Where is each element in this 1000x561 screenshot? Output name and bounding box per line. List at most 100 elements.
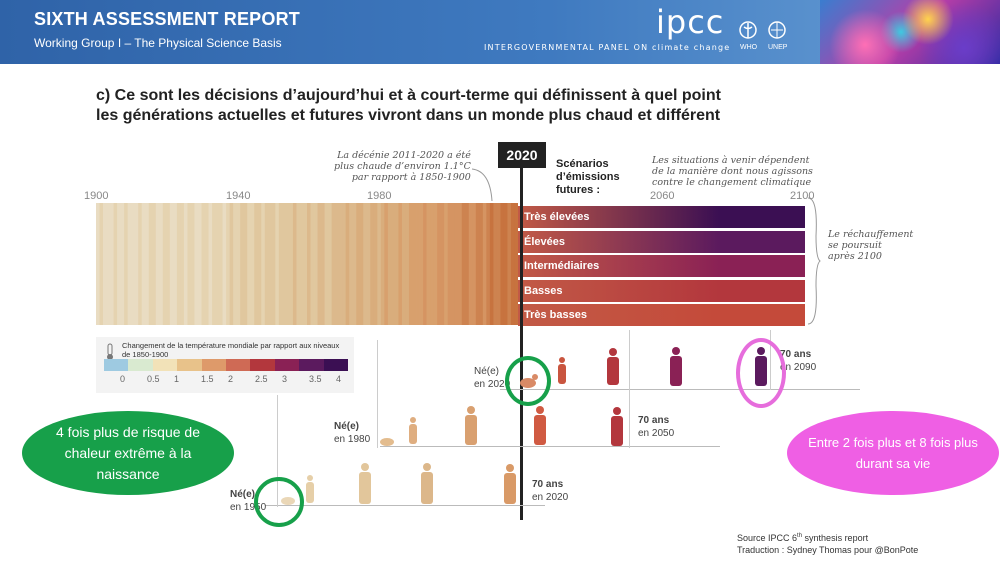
stripe: [275, 203, 280, 325]
stripe: [486, 203, 491, 325]
stripe: [363, 203, 368, 325]
stripe: [331, 203, 336, 325]
stripe: [145, 203, 150, 325]
decade-note-line: plus chaude d’environ 1.1°C: [334, 161, 471, 172]
legend-tick: 0.5: [147, 374, 160, 384]
stripe: [127, 203, 132, 325]
stripe: [317, 203, 322, 325]
born-2020-label: Né(e) en 2020: [474, 365, 510, 391]
stripe: [475, 203, 480, 325]
legend-tick: 3.5: [309, 374, 322, 384]
header-banner: SIXTH ASSESSMENT REPORT Working Group I …: [0, 0, 1000, 64]
situations-note: Les situations à venir dépendent de la m…: [652, 155, 813, 188]
stripe: [496, 203, 501, 325]
year-1940: 1940: [226, 190, 251, 202]
stripe: [166, 203, 171, 325]
adult-figure-1980: [465, 406, 477, 445]
translation-credit: Traduction : Sydney Thomas pour @BonPote: [737, 545, 919, 555]
legend-swatch: [201, 359, 227, 371]
stripe: [240, 203, 245, 325]
report-title: SIXTH ASSESSMENT REPORT: [34, 9, 300, 29]
stripe: [416, 203, 420, 325]
source-credit: Source IPCC 6th synthesis report Traduct…: [737, 530, 918, 556]
stripe: [268, 203, 273, 325]
scenario-heading-line: futures :: [556, 184, 600, 196]
age-2090-label: 70 ans en 2090: [780, 348, 816, 374]
stripe: [401, 203, 406, 325]
stripe: [479, 203, 484, 325]
highlight-circle-birth-2020: [505, 356, 551, 406]
stripe: [391, 203, 396, 325]
legend-swatch: [250, 359, 275, 371]
scenario-heading-line: Scénarios: [556, 158, 609, 170]
scenario-label: Basses: [524, 284, 563, 297]
scenario-label: Élevées: [524, 235, 565, 248]
stripe: [384, 203, 389, 325]
adult2-figure-1980: [534, 406, 546, 445]
stripe: [493, 203, 498, 325]
decade-note-line: La décénie 2011-2020 a été: [337, 150, 471, 161]
stripe: [124, 203, 129, 325]
stripe: [489, 203, 494, 325]
birth-risk-callout: 4 fois plus de risque de chaleur extrême…: [22, 411, 234, 495]
stripe: [440, 203, 445, 325]
stripe: [173, 203, 178, 325]
born-text: Né(e): [474, 366, 500, 377]
stripe: [117, 203, 122, 325]
stripe: [233, 203, 238, 325]
stripe: [180, 203, 185, 325]
unep-logo-icon: [768, 21, 786, 39]
generation-line-1950: [265, 505, 545, 506]
year-2020-line: [520, 168, 523, 520]
child-figure-1980: [409, 417, 417, 444]
guide-line-2050: [629, 330, 630, 448]
stripe: [510, 203, 515, 325]
legend-tick: 1.5: [201, 374, 214, 384]
after-2100-note-line: Le réchauffement: [828, 229, 914, 240]
thermometer-icon: [107, 343, 113, 360]
heading-line-2: les générations actuelles et futures viv…: [96, 107, 721, 124]
guide-line-1950: [277, 395, 278, 507]
stripe: [169, 203, 174, 325]
stripe: [370, 203, 375, 325]
age-2020-label: 70 ans en 2020: [532, 478, 568, 504]
stripe: [345, 203, 350, 325]
stripe: [106, 203, 111, 325]
stripe: [215, 203, 220, 325]
scenario-bar-4: Très basses: [518, 304, 805, 327]
age-text: 70 ans: [638, 415, 670, 426]
panel-heading: c) Ce sont les décisions d’aujourd’hui e…: [96, 86, 721, 126]
stripe: [226, 203, 231, 325]
stripe: [423, 203, 427, 325]
stripe: [148, 203, 153, 325]
stripe: [503, 203, 508, 325]
warming-stripes: [96, 203, 518, 325]
stripe: [261, 203, 266, 325]
source-text: Source IPCC 6: [737, 533, 798, 543]
stripe: [405, 203, 410, 325]
unep-label: UNEP: [768, 44, 788, 51]
stripe: [159, 203, 164, 325]
stripe: [398, 203, 403, 325]
stripe: [514, 203, 518, 325]
stripe: [254, 203, 259, 325]
stripe: [335, 203, 340, 325]
situations-note-line: de la manière dont nous agissons: [652, 166, 813, 177]
heading-line-1: c) Ce sont les décisions d’aujourd’hui e…: [96, 87, 721, 104]
stripe: [201, 203, 206, 325]
stripe: [359, 203, 364, 325]
scenario-label: Très basses: [524, 309, 587, 322]
ipcc-logo: ipcc: [656, 3, 725, 41]
scenario-brace: [807, 197, 821, 325]
decade-note-arrow: [471, 168, 493, 202]
stripe: [299, 203, 304, 325]
born-text: Né(e): [334, 421, 360, 432]
stripe: [328, 203, 333, 325]
age-text: 70 ans: [532, 479, 564, 490]
stripe: [282, 203, 287, 325]
stripe: [412, 203, 417, 325]
stripe: [342, 203, 347, 325]
year-2060: 2060: [650, 190, 675, 202]
stripe: [307, 203, 311, 325]
stripe: [222, 203, 227, 325]
